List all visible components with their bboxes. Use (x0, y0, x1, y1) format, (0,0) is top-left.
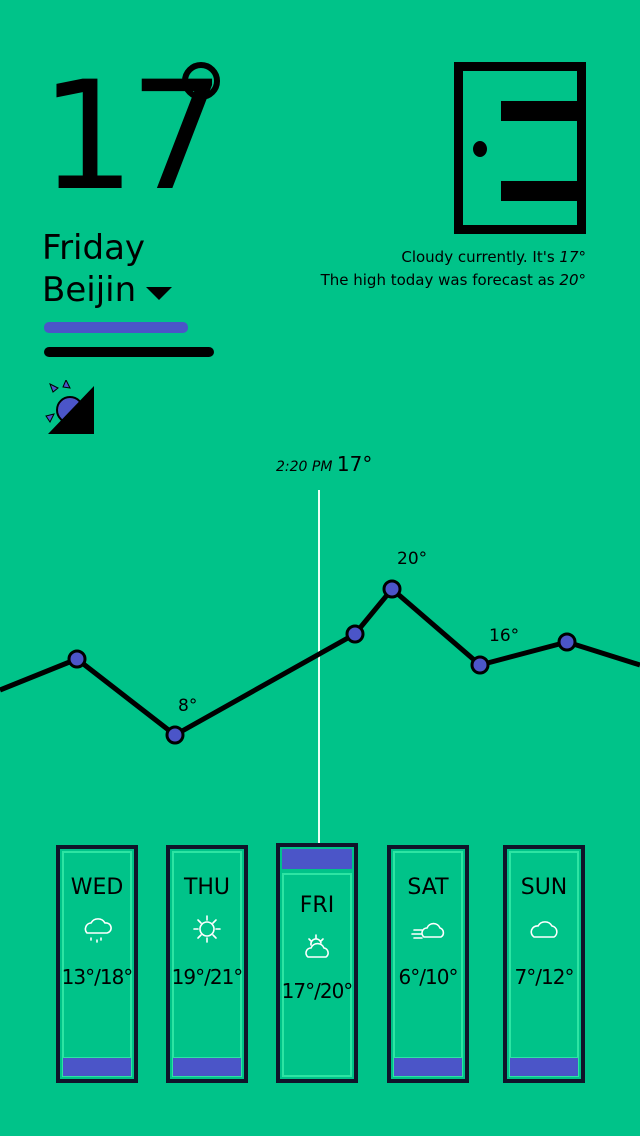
card-footer-bar (62, 1057, 132, 1077)
forecast-day: THU (183, 875, 231, 900)
forecast-card-sun[interactable]: SUN 7°/12° (503, 845, 585, 1083)
data-point (165, 725, 185, 745)
forecast-day: SAT (407, 875, 449, 900)
current-time-marker: 2:20 PM 17° (276, 452, 372, 476)
data-point (382, 579, 402, 599)
forecast-temps: 17°/20° (281, 979, 354, 1003)
door-logo-icon (454, 62, 586, 234)
forecast-temps: 7°/12° (514, 965, 575, 989)
sunset-icon (45, 380, 94, 434)
accent-bar (44, 322, 188, 333)
current-day: Friday (42, 228, 146, 268)
forecast-day: FRI (299, 893, 335, 918)
summary-line-2: The high today was forecast as (320, 271, 560, 289)
high-label: 20° (397, 549, 427, 569)
degree-symbol (182, 62, 220, 100)
forecast-card-fri[interactable]: FRI 17°/20° (276, 843, 358, 1083)
data-point (67, 649, 87, 669)
city-name: Beijin (42, 270, 137, 310)
temperature-line (0, 586, 640, 738)
cloud-rain-icon (60, 913, 134, 949)
time-indicator-line (318, 490, 320, 846)
mid-label: 16° (489, 626, 519, 646)
summary-line-1: Cloudy currently. It's (401, 248, 560, 266)
sun-icon (170, 913, 244, 949)
forecast-day: WED (70, 875, 124, 900)
data-point (345, 624, 365, 644)
data-point (557, 632, 577, 652)
low-label: 8° (178, 696, 197, 716)
city-selector[interactable]: Beijin (42, 270, 173, 310)
partly-cloudy-icon (280, 929, 354, 965)
forecast-card-thu[interactable]: THU 19°/21° (166, 845, 248, 1083)
dropdown-arrow-icon[interactable] (146, 286, 173, 300)
weather-summary: Cloudy currently. It's 17° The high toda… (321, 246, 586, 292)
cloud-icon (507, 913, 581, 949)
current-time: 2:20 PM (276, 459, 333, 475)
summary-high-temp: 20° (559, 271, 586, 289)
card-footer-bar (172, 1057, 242, 1077)
card-footer-bar (393, 1057, 463, 1077)
cloud-wind-icon (391, 913, 465, 949)
forecast-day: SUN (520, 875, 568, 900)
forecast-temps: 6°/10° (398, 965, 459, 989)
selected-indicator (282, 849, 352, 869)
divider-bar (44, 347, 214, 357)
forecast-temps: 13°/18° (61, 965, 134, 989)
forecast-card-wed[interactable]: WED 13°/18° (56, 845, 138, 1083)
summary-current-temp: 17° (559, 248, 586, 266)
card-footer-bar (509, 1057, 579, 1077)
forecast-card-sat[interactable]: SAT 6°/10° (387, 845, 469, 1083)
current-time-temp: 17° (336, 452, 373, 476)
forecast-temps: 19°/21° (171, 965, 244, 989)
data-point (470, 655, 490, 675)
temperature-line-chart: 8° 20° 16° (0, 549, 640, 745)
